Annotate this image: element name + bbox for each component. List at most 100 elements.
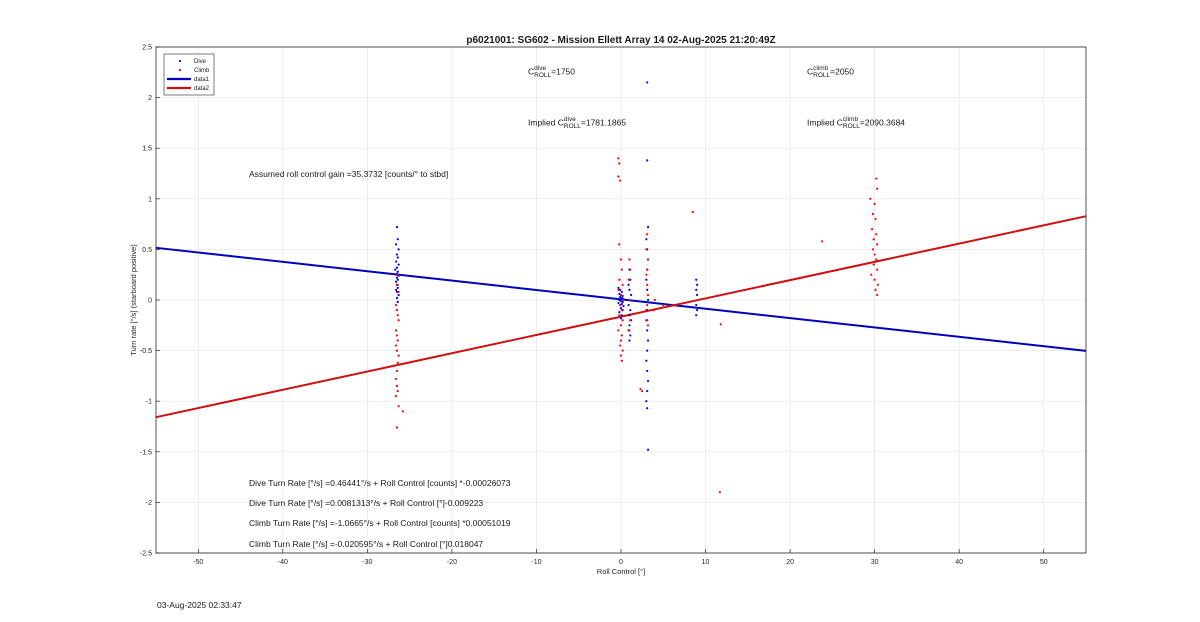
climb-point bbox=[617, 288, 620, 291]
x-tick-label: 10 bbox=[702, 559, 710, 566]
climb-point bbox=[395, 309, 399, 312]
climb-point bbox=[396, 389, 399, 393]
climb-point bbox=[621, 349, 624, 352]
climb-point bbox=[395, 369, 399, 372]
climb-point bbox=[646, 324, 650, 327]
dive-point bbox=[617, 286, 620, 289]
climb-point bbox=[646, 303, 649, 307]
dive-point bbox=[395, 260, 398, 263]
dive-point bbox=[621, 300, 624, 304]
climb-point bbox=[395, 303, 398, 307]
dive-point bbox=[646, 448, 650, 451]
climb-point bbox=[873, 253, 876, 256]
y-tick-label: -1.5 bbox=[140, 449, 152, 456]
climb-point bbox=[652, 309, 656, 312]
climb-point bbox=[876, 268, 879, 271]
x-axis-label: Roll Control [°] bbox=[597, 567, 645, 576]
dive-point bbox=[695, 283, 699, 286]
dive-point bbox=[619, 295, 622, 299]
dive-point bbox=[622, 304, 625, 308]
climb-point bbox=[618, 278, 621, 281]
annotation-fit-dive-degrees: Dive Turn Rate [°/s] =0.0081313°/s + Rol… bbox=[249, 498, 484, 508]
climb-point bbox=[872, 238, 875, 241]
dive-point bbox=[695, 303, 698, 307]
dive-point bbox=[645, 359, 648, 362]
dive-point bbox=[695, 278, 698, 281]
dive-point bbox=[646, 226, 650, 229]
legend-climb-marker bbox=[178, 68, 182, 72]
legend-dive-label: Dive bbox=[194, 59, 207, 65]
annotation-fit-climb-degrees: Climb Turn Rate [°/s] =-0.020595°/s + Ro… bbox=[249, 539, 484, 549]
dive-point bbox=[394, 268, 397, 271]
legend-data1-label: data1 bbox=[194, 77, 210, 83]
dive-point bbox=[620, 296, 623, 300]
x-tick-label: -40 bbox=[278, 559, 288, 566]
data-marks bbox=[155, 81, 1087, 494]
x-tick-label: 20 bbox=[786, 559, 794, 566]
dive-point bbox=[395, 280, 398, 283]
climb-point bbox=[645, 248, 648, 251]
climb-point bbox=[620, 359, 623, 362]
climb-point bbox=[876, 187, 879, 190]
climb-point bbox=[395, 334, 399, 337]
climb-point bbox=[621, 319, 624, 322]
dive-point bbox=[617, 301, 620, 305]
climb-point bbox=[395, 344, 398, 347]
dive-point bbox=[396, 286, 399, 289]
dive-point bbox=[396, 300, 399, 304]
climb-point bbox=[653, 298, 656, 302]
x-tick-label: 30 bbox=[871, 559, 879, 566]
annotation-gain: Assumed roll control gain =35.3732 [coun… bbox=[249, 169, 449, 179]
climb-point bbox=[718, 491, 722, 494]
climb-point bbox=[395, 384, 399, 388]
climb-point bbox=[617, 157, 620, 160]
y-tick-label: -0.5 bbox=[140, 348, 152, 355]
dive-point bbox=[628, 324, 631, 327]
x-tick-label: -50 bbox=[193, 559, 203, 566]
dive-point bbox=[620, 314, 623, 317]
climb-point bbox=[619, 258, 623, 261]
dive-point bbox=[397, 293, 400, 297]
climb-point bbox=[395, 395, 398, 398]
climb-point bbox=[395, 273, 399, 276]
timestamp: 03-Aug-2025 02:33:47 bbox=[157, 600, 242, 610]
climb-point bbox=[396, 339, 399, 342]
dive-point bbox=[646, 81, 649, 84]
dive-point bbox=[618, 292, 621, 296]
climb-point bbox=[875, 177, 878, 180]
climb-point bbox=[627, 278, 630, 281]
x-tick-label: -30 bbox=[362, 559, 372, 566]
dive-point bbox=[621, 294, 624, 298]
climb-point bbox=[397, 290, 400, 294]
climb-point bbox=[873, 278, 876, 281]
y-tick-label: -2.5 bbox=[140, 551, 152, 558]
dive-point bbox=[627, 303, 630, 307]
climb-point bbox=[396, 283, 399, 286]
x-tick-label: 0 bbox=[619, 559, 623, 566]
climb-point bbox=[619, 179, 622, 182]
dive-point bbox=[628, 339, 631, 342]
dive-point bbox=[397, 274, 400, 277]
dive-point bbox=[629, 309, 632, 312]
climb-point bbox=[872, 263, 875, 266]
climb-point bbox=[618, 162, 621, 165]
climb-point bbox=[617, 329, 620, 332]
legend-climb-label: Climb bbox=[194, 68, 210, 74]
tick-labels: -50 -40 -30 -20 -10 0 10 20 30 40 50-2.5-2-1.5-1-0… bbox=[140, 45, 1048, 567]
dive-point bbox=[618, 311, 621, 314]
climb-point bbox=[639, 387, 642, 391]
climb-point bbox=[620, 268, 623, 271]
climb-point bbox=[873, 202, 876, 205]
climb-point bbox=[875, 258, 878, 261]
climb-point bbox=[621, 283, 624, 286]
climb-point bbox=[821, 240, 824, 243]
dive-point bbox=[646, 298, 650, 302]
dive-point bbox=[695, 288, 698, 291]
climb-point bbox=[876, 293, 879, 297]
climb-point bbox=[619, 344, 622, 347]
climb-point bbox=[646, 268, 649, 271]
dive-point bbox=[646, 379, 650, 383]
climb-point bbox=[628, 258, 631, 261]
climb-point bbox=[874, 217, 877, 221]
climb-point bbox=[619, 354, 623, 357]
